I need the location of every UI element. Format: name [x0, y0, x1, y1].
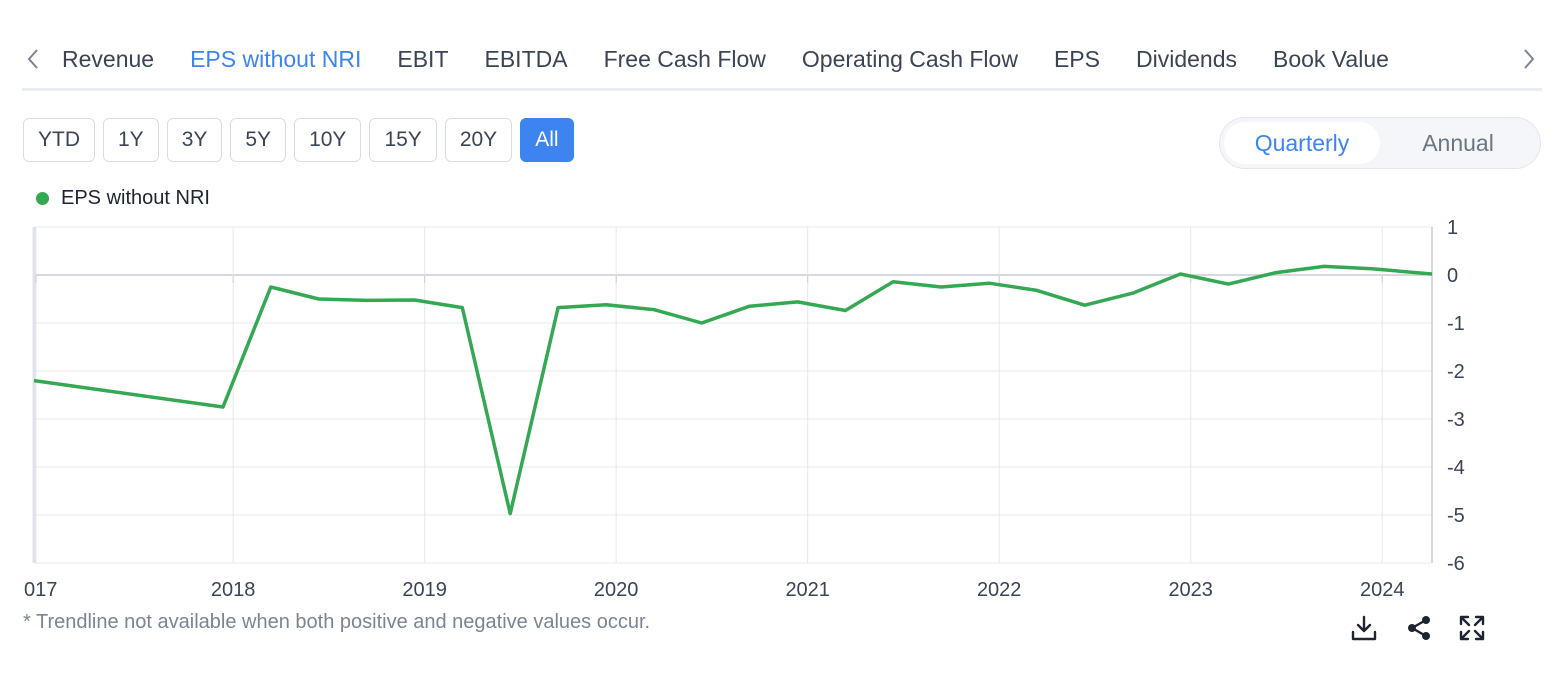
- y-tick-label: -3: [1447, 409, 1465, 431]
- range-button-10y[interactable]: 10Y: [294, 118, 362, 162]
- x-tick-label: 017: [24, 579, 57, 601]
- trendline-footnote: * Trendline not available when both posi…: [23, 611, 651, 633]
- x-tick-label: 2020: [594, 579, 639, 601]
- quarterly-toggle[interactable]: Quarterly: [1224, 122, 1380, 164]
- chevron-right-icon[interactable]: [1518, 44, 1540, 74]
- range-button-20y[interactable]: 20Y: [444, 118, 513, 162]
- range-button-1y[interactable]: 1Y: [103, 118, 159, 162]
- legend-dot: [36, 192, 49, 205]
- share-icon[interactable]: [1404, 613, 1434, 643]
- tab-ebit[interactable]: EBIT: [397, 46, 449, 72]
- x-tick-label: 2023: [1168, 579, 1213, 601]
- tab-eps-without-nri[interactable]: EPS without NRI: [190, 30, 361, 88]
- y-tick-label: -1: [1447, 313, 1465, 335]
- chart-legend[interactable]: EPS without NRI: [36, 187, 210, 210]
- tab-list: Revenue EPS without NRI EBIT EBITDA Free Cas…: [52, 30, 1504, 88]
- y-tick-label: -2: [1447, 361, 1465, 383]
- expand-icon[interactable]: [1457, 613, 1487, 643]
- range-button-15y[interactable]: 15Y: [369, 118, 437, 162]
- range-button-5y[interactable]: 5Y: [230, 118, 287, 162]
- tab-revenue[interactable]: Revenue: [62, 46, 155, 72]
- y-tick-label: 0: [1447, 265, 1458, 287]
- range-button-3y[interactable]: 3Y: [166, 118, 223, 162]
- tab-operating-cash-flow[interactable]: Operating Cash Flow: [801, 46, 1018, 72]
- x-tick-label: 2019: [402, 579, 447, 601]
- tab-eps[interactable]: EPS: [1053, 46, 1100, 72]
- chevron-left-icon[interactable]: [22, 44, 44, 74]
- range-button-ytd[interactable]: YTD: [23, 118, 95, 162]
- metric-tabs: Revenue EPS without NRI EBIT EBITDA Free Cas…: [22, 30, 1542, 91]
- download-icon[interactable]: [1349, 613, 1379, 643]
- x-tick-label: 2018: [211, 579, 256, 601]
- range-selector: YTD 1Y 3Y 5Y 10Y 15Y 20Y All: [23, 118, 574, 162]
- y-tick-label: -5: [1447, 505, 1465, 527]
- tab-dividends[interactable]: Dividends: [1135, 46, 1237, 72]
- period-toggle: Quarterly Annual: [1219, 117, 1541, 169]
- tab-ebitda[interactable]: EBITDA: [484, 46, 568, 72]
- y-tick-label: -4: [1447, 457, 1465, 479]
- x-tick-label: 2021: [785, 579, 830, 601]
- x-tick-label: 2022: [977, 579, 1022, 601]
- tab-free-cash-flow[interactable]: Free Cash Flow: [603, 46, 766, 72]
- series-line-eps-without-nri: [33, 264, 1433, 516]
- annual-toggle[interactable]: Annual: [1422, 129, 1494, 156]
- eps-line-chart: 1 0 -1 -2 -3 -4 -5 -6 017 2018 2019 2020 2021 2022 202…: [24, 217, 1465, 601]
- legend-label: EPS without NRI: [61, 187, 210, 209]
- tab-book-value[interactable]: Book Value: [1272, 46, 1389, 72]
- y-tick-label: 1: [1447, 217, 1458, 239]
- y-tick-label: -6: [1447, 553, 1465, 575]
- x-tick-label: 2024: [1360, 579, 1405, 601]
- range-button-all[interactable]: All: [520, 118, 574, 162]
